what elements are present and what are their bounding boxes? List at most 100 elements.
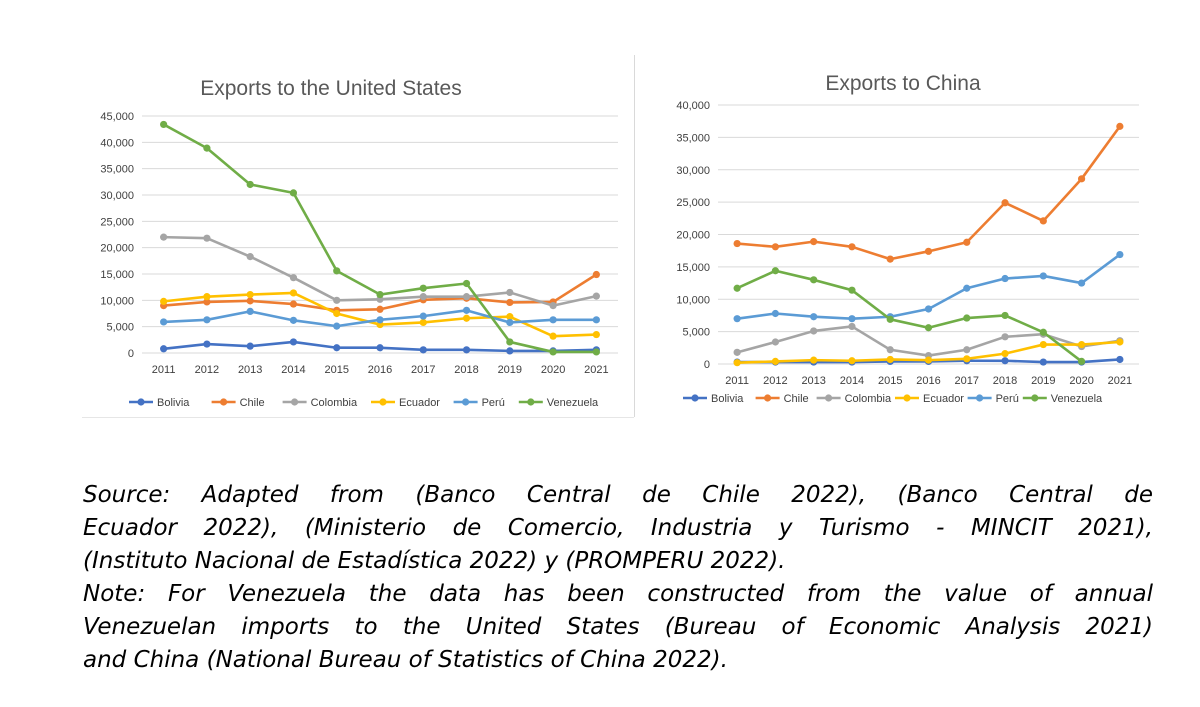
chart1-y-tick-label: 45,000: [100, 111, 134, 123]
chart2-series-peru-point: [733, 315, 741, 323]
chart2-x-tick-label: 2014: [840, 375, 864, 387]
chart2-series-venezuela-point: [1039, 328, 1047, 336]
chart1-series-colombia-point: [333, 296, 341, 304]
chart2-x-tick-label: 2020: [1069, 375, 1093, 387]
chart1-series-peru-point: [160, 318, 168, 326]
chart1-series-peru-point: [333, 322, 341, 330]
chart1-x-tick-label: 2014: [281, 364, 305, 376]
panel-bottom-border: [82, 417, 634, 418]
chart2-legend-peru-marker: [976, 394, 984, 402]
chart2-y-tick-label: 20,000: [676, 230, 710, 242]
chart1-series-chile-point: [246, 297, 254, 305]
chart2-series-chile-point: [771, 243, 780, 251]
chart1-series-ecuador-point: [462, 314, 471, 322]
chart1-legend-colombia-marker: [291, 398, 299, 406]
chart1-series-ecuador-point: [549, 332, 557, 340]
chart2-series-venezuela-point: [1001, 311, 1009, 320]
chart1-series-peru-point: [419, 312, 427, 320]
chart2-y-tick-label: 15,000: [676, 262, 710, 274]
chart1-y-tick-label: 30,000: [100, 190, 134, 202]
chart2-legend-ecuador-marker: [903, 394, 911, 402]
chart1-series-colombia-point: [160, 233, 168, 241]
chart2-series-chile-point: [1039, 217, 1047, 225]
caption-source-line-1: Source: Adapted from (Banco Central de C…: [83, 482, 1153, 508]
chart1-series-peru-point: [549, 316, 557, 324]
chart1-series-colombia-point: [549, 302, 557, 310]
chart1-x-tick-label: 2019: [498, 364, 522, 376]
chart1-title: Exports to the United States: [200, 77, 461, 100]
chart1-series-venezuela-point: [419, 284, 427, 292]
chart1-series-venezuela-point: [376, 290, 384, 299]
chart1-legend-chile-label: Chile: [240, 397, 265, 409]
chart1-series-venezuela-point: [549, 348, 557, 356]
chart1-legend-colombia-label: Colombia: [311, 397, 358, 409]
chart1-series-colombia-point: [246, 253, 254, 261]
chart2-series-ecuador-point: [1039, 340, 1047, 349]
chart2-legend-venezuela-marker: [1031, 394, 1039, 402]
chart2-x-tick-label: 2012: [763, 375, 787, 387]
chart1-y-tick-label: 35,000: [100, 164, 134, 176]
chart2-series-peru-point: [810, 313, 818, 321]
chart2-series-bolivia-point: [1001, 357, 1009, 365]
chart2-x-tick-label: 2021: [1108, 375, 1132, 387]
chart2-series-venezuela-point: [810, 276, 818, 284]
chart1-series-colombia-point: [506, 288, 514, 297]
chart1-series-ecuador-point: [160, 297, 168, 305]
chart2-series-peru-point: [848, 315, 856, 323]
chart2-x-tick-label: 2017: [955, 375, 979, 387]
chart2-series-venezuela-point: [886, 315, 894, 323]
chart2-y-tick-label: 10,000: [676, 294, 710, 306]
chart1-legend-peru-label: Perú: [482, 397, 505, 409]
chart1-x-tick-label: 2011: [152, 364, 176, 376]
chart1-x-tick-label: 2015: [324, 364, 348, 376]
chart1-x-tick-label: 2012: [195, 364, 219, 376]
chart2-legend-chile-label: Chile: [784, 393, 809, 405]
chart1-series-colombia-point: [592, 292, 600, 300]
chart1-legend-venezuela-label: Venezuela: [547, 397, 599, 409]
chart2-series-colombia-point: [1001, 333, 1009, 341]
chart2-series-venezuela-line: [736, 269, 1083, 363]
chart1-series-ecuador-point: [592, 330, 600, 339]
chart1-legend-bolivia-label: Bolivia: [157, 397, 190, 409]
chart1-series-bolivia-point: [289, 338, 298, 346]
chart1-x-tick-label: 2016: [368, 364, 392, 376]
caption-note-line-2: Venezuelan imports to the United States …: [83, 614, 1153, 640]
chart2-series-venezuela-point: [771, 267, 780, 275]
chart1-x-tick-label: 2020: [541, 364, 565, 376]
chart2-series-colombia-point: [810, 327, 818, 335]
chart2-series-chile-point: [963, 238, 971, 246]
chart1-series-peru-point: [289, 316, 298, 324]
chart1-series-venezuela-point: [203, 144, 211, 152]
chart2-series-chile-point: [848, 243, 856, 251]
chart-china-svg: Exports to China 0 5,000 10,000 15,000 20,000…: [676, 72, 1139, 405]
chart2-series-ecuador-point: [848, 357, 856, 365]
chart1-series-bolivia-point: [462, 346, 471, 354]
chart2-x-tick-label: 2015: [878, 375, 902, 387]
chart2-y-tick-label: 40,000: [676, 100, 710, 112]
chart2-x-tick-label: 2011: [725, 375, 749, 387]
chart2-series-peru-point: [771, 309, 780, 318]
chart1-series-chile-point: [592, 270, 600, 279]
chart2-legend-bolivia-marker: [691, 394, 699, 402]
chart2-y-tick-label: 5,000: [682, 327, 710, 339]
chart2-x-tick-label: 2018: [993, 375, 1017, 387]
chart2-series-peru-point: [1116, 250, 1124, 259]
figure-caption: Source: Adapted from (Banco Central de C…: [83, 479, 1153, 677]
chart1-series-ecuador-point: [333, 309, 341, 318]
chart2-series-chile-line: [737, 125, 1121, 261]
chart1-series-peru-point: [592, 316, 600, 324]
chart1-series-ecuador-point: [506, 313, 514, 321]
chart2-legend-bolivia-label: Bolivia: [711, 393, 744, 405]
chart1-legend-ecuador-marker: [379, 398, 387, 406]
caption-source-line-2: Ecuador 2022), (Ministerio de Comercio, …: [83, 515, 1153, 541]
chart1-x-tick-label: 2013: [238, 364, 262, 376]
caption-note-line-1: Note: For Venezuela the data has been co…: [83, 581, 1153, 607]
chart1-y-tick-label: 10,000: [100, 295, 134, 307]
chart2-series-peru-point: [963, 284, 971, 292]
chart2-y-tick-label: 30,000: [676, 165, 710, 177]
chart1-series-venezuela-point: [506, 338, 514, 346]
chart2-legend-colombia-label: Colombia: [845, 393, 892, 405]
chart1-x-tick-label: 2018: [454, 364, 478, 376]
chart1-x-tick-label: 2017: [411, 364, 435, 376]
chart2-series-ecuador-point: [733, 359, 741, 367]
